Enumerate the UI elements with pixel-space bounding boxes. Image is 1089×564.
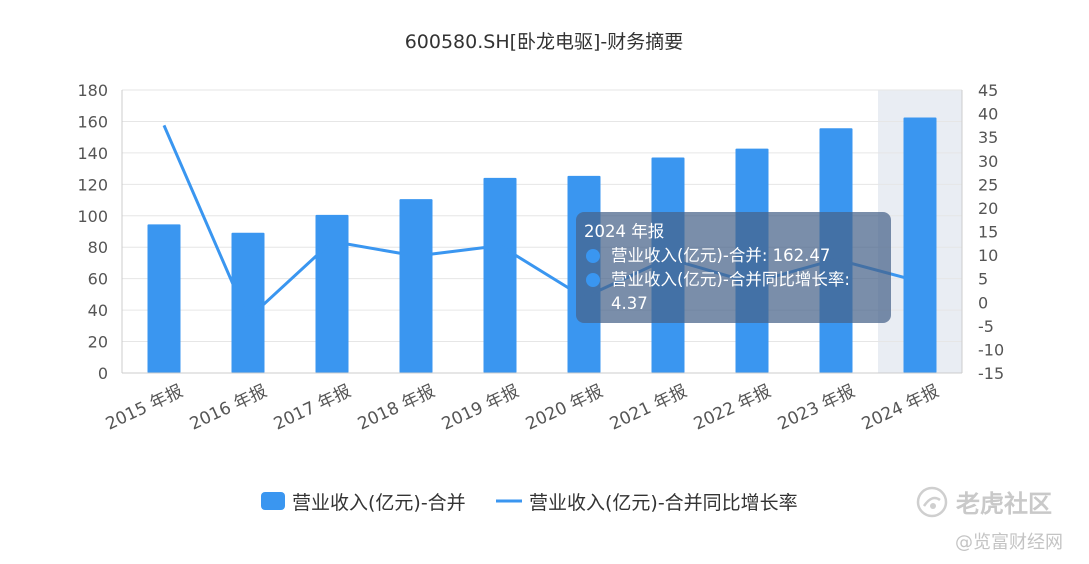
y-left-tick-label: 40 [88, 301, 108, 320]
y-right-tick-label: -10 [978, 340, 1004, 359]
y-right-tick-label: 0 [978, 293, 988, 312]
tooltip-row-growth-text: 营业收入(亿元)-合并同比增长率: 4.37 [611, 270, 850, 313]
chart-tooltip: 2024 年报 营业收入(亿元)-合并: 162.47 营业收入(亿元)-合并同… [576, 212, 891, 323]
watermark-source: @览富财经网 [955, 532, 1063, 553]
y-left-tick-label: 120 [77, 175, 108, 194]
y-left-tick-label: 160 [77, 112, 108, 131]
y-right-tick-label: -15 [978, 364, 1004, 383]
y-right-tick-label: 45 [978, 81, 998, 100]
tooltip-dot-icon [586, 273, 600, 287]
x-tick-label: 2021 年报 [607, 381, 690, 434]
chart-legend[interactable]: 营业收入(亿元)-合并 营业收入(亿元)-合并同比增长率 [261, 492, 798, 514]
bar-3 [315, 214, 349, 373]
y-right-tick-label: 25 [978, 175, 998, 194]
bar-4 [399, 199, 433, 373]
tiger-logo-icon [916, 486, 948, 518]
legend-label-revenue: 营业收入(亿元)-合并 [292, 492, 466, 514]
x-tick-label: 2024 年报 [859, 381, 942, 434]
chart-title: 600580.SH[卧龙电驱]-财务摘要 [405, 31, 684, 53]
y-right-tick-label: 20 [978, 199, 998, 218]
bar-10 [903, 117, 937, 373]
tooltip-row-revenue-text: 营业收入(亿元)-合并: 162.47 [611, 246, 831, 265]
x-tick-label: 2020 年报 [523, 381, 606, 434]
bar-2 [231, 232, 265, 373]
y-right-tick-label: -5 [978, 317, 994, 336]
x-tick-label: 2019 年报 [439, 381, 522, 434]
legend-item-growth[interactable]: 营业收入(亿元)-合并同比增长率 [496, 492, 798, 514]
x-tick-label: 2016 年报 [187, 381, 270, 434]
watermark-logo-text: 老虎社区 [956, 490, 1052, 518]
watermark-logo: 老虎社区 [912, 484, 1072, 518]
x-tick-label: 2023 年报 [775, 381, 858, 434]
legend-item-revenue[interactable]: 营业收入(亿元)-合并 [261, 492, 466, 514]
tooltip-row-growth: 营业收入(亿元)-合并同比增长率: 4.37 [584, 268, 883, 316]
y-right-tick-label: 30 [978, 152, 998, 171]
legend-label-growth: 营业收入(亿元)-合并同比增长率 [529, 492, 798, 514]
y-left-tick-label: 80 [88, 238, 108, 257]
tooltip-dot-icon [586, 249, 600, 263]
x-tick-label: 2022 年报 [691, 381, 774, 434]
y-left-tick-label: 100 [77, 207, 108, 226]
bar-5 [483, 177, 517, 373]
x-tick-label: 2015 年报 [103, 381, 186, 434]
x-tick-label: 2018 年报 [355, 381, 438, 434]
x-tick-label: 2017 年报 [271, 381, 354, 434]
legend-swatch-bar [261, 492, 285, 510]
y-right-tick-label: 35 [978, 128, 998, 147]
tooltip-row-revenue: 营业收入(亿元)-合并: 162.47 [584, 244, 883, 268]
y-left-tick-label: 0 [98, 364, 108, 383]
tooltip-header: 2024 年报 [584, 222, 665, 241]
y-left-tick-label: 60 [88, 270, 108, 289]
y-right-tick-label: 5 [978, 270, 988, 289]
bar-1 [147, 224, 181, 373]
y-right-tick-label: 10 [978, 246, 998, 265]
y-right-tick-label: 40 [978, 105, 998, 124]
y-left-tick-label: 20 [88, 333, 108, 352]
y-left-tick-label: 140 [77, 144, 108, 163]
y-right-tick-label: 15 [978, 223, 998, 242]
y-left-tick-label: 180 [77, 81, 108, 100]
